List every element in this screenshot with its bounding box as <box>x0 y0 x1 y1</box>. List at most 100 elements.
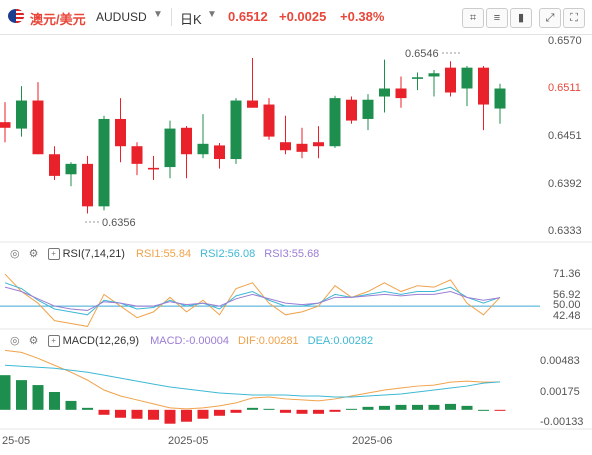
candle-body <box>445 67 456 93</box>
candle-body <box>428 73 440 77</box>
macd-histogram-bar <box>181 409 192 422</box>
quote-header: 澳元/美元 AUDUSD ▼ 日K ▼ 0.6512 +0.0025 +0.38… <box>0 0 592 35</box>
macd-axis-tick: -0.00133 <box>540 416 584 428</box>
macd-axis-tick: 0.00483 <box>540 355 580 367</box>
macd-histogram-bar <box>65 400 77 410</box>
candle-body <box>296 143 308 152</box>
macd-series <box>0 349 506 424</box>
macd-histogram-bar <box>214 409 225 416</box>
add-indicator-icon[interactable]: + <box>47 248 60 261</box>
x-axis-label: 25-05 <box>2 435 31 447</box>
rsi-legend: ◎ ⚙ + RSI(7,14,21) RSI1:55.84 RSI2:56.08 … <box>10 247 320 261</box>
candle-body <box>164 128 176 168</box>
macd-histogram-bar <box>0 375 11 410</box>
candle-body <box>32 100 44 155</box>
candle-body <box>329 98 341 147</box>
macd-histogram-bar <box>16 380 27 410</box>
candle-body <box>395 88 407 99</box>
symbol-name[interactable]: 澳元/美元 <box>30 12 86 27</box>
candle-body <box>181 127 192 155</box>
macd-legend: ◎ ⚙ + MACD(12,26,9) MACD:-0.00004 DIF:0.0… <box>10 334 374 348</box>
au-flag-icon <box>8 9 24 23</box>
fullscreen-icon[interactable]: ⛶ <box>563 8 585 28</box>
macd-histogram-bar <box>478 409 489 411</box>
macd-histogram-bar <box>494 409 506 411</box>
draw-icon[interactable]: ⌗ <box>462 8 484 28</box>
price-axis-tick: 0.6570 <box>548 35 582 47</box>
expand-icon[interactable]: ⤢ <box>539 8 561 28</box>
macd-histogram-bar <box>49 392 60 410</box>
candle-body <box>478 67 489 105</box>
eye-icon[interactable]: ◎ <box>10 335 20 347</box>
macd-histogram-bar <box>115 409 126 418</box>
candle-body <box>362 99 374 119</box>
macd-histogram-bar <box>230 409 242 413</box>
candle-body <box>65 163 77 175</box>
candlestick-series <box>0 52 506 223</box>
rsi-title: RSI(7,14,21) <box>62 248 125 260</box>
macd-histogram-bar <box>461 405 473 410</box>
macd-histogram-bar <box>412 404 423 410</box>
candle-body <box>49 154 60 176</box>
macd-histogram-bar <box>131 409 143 419</box>
candle-body <box>131 146 143 164</box>
macd-histogram-bar <box>280 409 291 413</box>
x-axis-label: 2025-05 <box>168 435 209 447</box>
macd-histogram-bar <box>197 409 209 419</box>
macd-histogram-bar <box>346 408 357 410</box>
candle-body <box>230 100 242 160</box>
rsi-axis-tick: 71.36 <box>553 268 581 280</box>
gear-icon[interactable]: ⚙ <box>28 248 39 260</box>
candle-body <box>263 104 275 137</box>
low-price-label: 0.6356 <box>102 217 136 229</box>
rsi-axis-tick: 42.48 <box>553 310 581 322</box>
macd-histogram-bar <box>148 409 159 420</box>
price-axis-tick: 0.6392 <box>548 177 582 190</box>
rsi2-line <box>4 282 501 316</box>
period-dropdown-icon[interactable]: ▼ <box>207 9 217 20</box>
macd-histogram-bar <box>313 409 324 414</box>
last-price: 0.6512 <box>228 9 268 24</box>
macd-histogram-bar <box>263 408 275 410</box>
gear-icon[interactable]: ⚙ <box>28 335 39 347</box>
macd-histogram-bar <box>445 403 456 410</box>
symbol-dropdown-icon[interactable]: ▼ <box>153 9 163 20</box>
macd-histogram-bar <box>329 409 341 412</box>
candle-style-icon[interactable]: ▮ <box>510 8 532 28</box>
candle-body <box>115 118 126 147</box>
macd-histogram-bar <box>395 404 407 410</box>
candle-body <box>197 143 209 155</box>
candle-body <box>148 167 159 170</box>
candle-body <box>82 163 93 207</box>
candle-body <box>247 100 258 108</box>
candle-body <box>16 100 27 129</box>
rsi-axis-tick: 56.92 <box>553 289 581 301</box>
eye-icon[interactable]: ◎ <box>10 248 20 260</box>
symbol-code[interactable]: AUDUSD <box>96 10 147 24</box>
dea-value: DEA:0.00282 <box>307 335 374 347</box>
dif-value: DIF:0.00281 <box>238 335 299 347</box>
macd-histogram-bar <box>164 409 176 424</box>
price-axis-tick: 0.6451 <box>548 130 582 143</box>
dea-line <box>4 364 501 398</box>
rsi3-value: RSI3:55.68 <box>264 248 320 260</box>
candle-body <box>0 122 11 128</box>
price-axis-tick: 0.6511 <box>548 82 581 95</box>
rsi3-line <box>4 286 501 311</box>
settings-icon[interactable]: ≡ <box>486 8 508 28</box>
rsi-axis-tick: 50.00 <box>553 299 581 312</box>
macd-histogram-bar <box>362 406 374 410</box>
chart-canvas[interactable] <box>0 34 592 455</box>
macd-histogram-bar <box>32 385 44 410</box>
macd-histogram-bar <box>296 409 308 414</box>
macd-histogram-bar <box>247 407 258 410</box>
price-change-pct: +0.38% <box>340 9 385 24</box>
macd-histogram-bar <box>379 405 390 410</box>
x-axis-label: 2025-06 <box>352 435 393 447</box>
grid-lines <box>0 241 592 430</box>
candle-body <box>346 99 357 121</box>
add-indicator-icon[interactable]: + <box>47 335 60 348</box>
macd-histogram-bar <box>98 409 110 415</box>
macd-title: MACD(12,26,9) <box>62 335 140 347</box>
period-selector[interactable]: 日K <box>180 12 202 27</box>
